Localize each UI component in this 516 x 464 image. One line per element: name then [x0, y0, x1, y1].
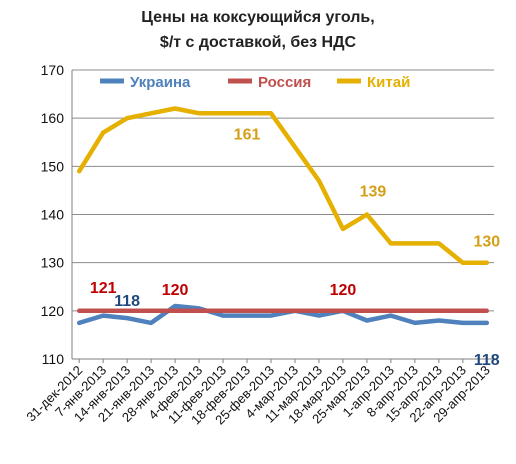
series-lines — [76, 106, 490, 326]
data-label: 161 — [234, 126, 261, 143]
y-tick-label: 160 — [41, 110, 65, 126]
series-line — [76, 106, 490, 265]
y-tick-label: 150 — [41, 158, 65, 174]
data-label: 118 — [474, 352, 500, 369]
legend-label: Китай — [367, 74, 410, 91]
y-tick-label: 140 — [41, 207, 65, 223]
legend-label: Россия — [258, 74, 311, 91]
series-line — [76, 303, 490, 326]
y-tick-label: 110 — [42, 351, 65, 367]
chart-title-line-2: $/т с доставкой, без НДС — [160, 34, 357, 51]
data-label: 121 — [90, 280, 117, 297]
data-label: 120 — [330, 282, 357, 299]
legend: Украина Россия Китай — [100, 74, 410, 91]
grid — [72, 69, 494, 360]
legend-label: Украина — [130, 74, 191, 91]
y-tick-label: 120 — [41, 303, 65, 319]
y-tick-label: 170 — [41, 62, 65, 78]
data-label: 130 — [473, 234, 500, 251]
data-label: 120 — [162, 282, 189, 299]
y-tick-label: 130 — [41, 255, 65, 271]
chart-title-line-1: Цены на коксующийся уголь, — [141, 9, 374, 26]
data-label: 139 — [360, 184, 387, 201]
data-label: 118 — [114, 293, 140, 310]
